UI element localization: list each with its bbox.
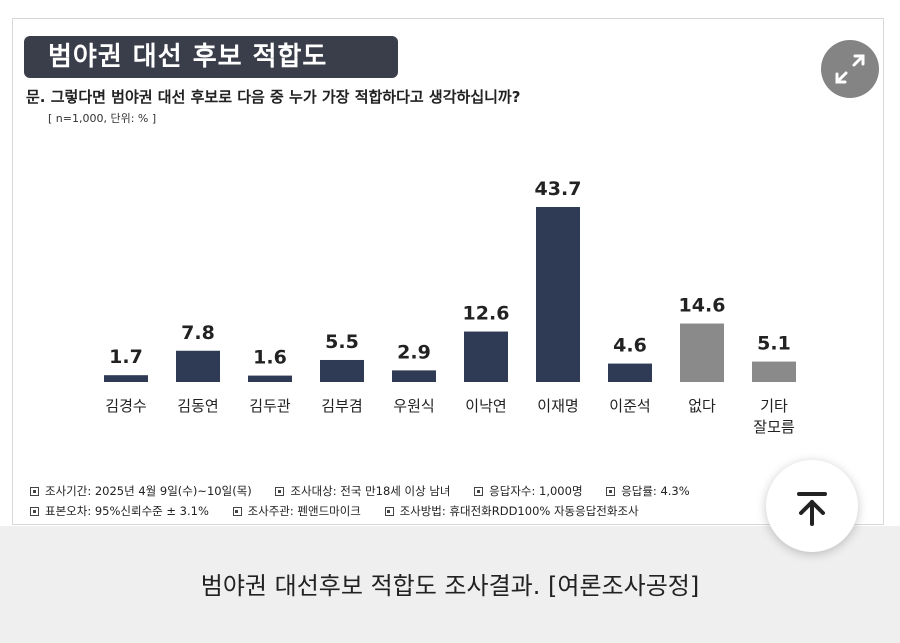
bar — [752, 361, 796, 382]
category-label: 기타 — [760, 397, 788, 415]
bar-chart: 1.7 김경수 7.8 김동연 1.6 김두관 5.5 김부겸 2.9 우원식 12.6 이낙연 43.… — [104, 178, 796, 436]
category-label: 김두관 — [249, 397, 291, 415]
category-label: 김부겸 — [321, 397, 362, 415]
bar-value-label: 2.9 — [397, 341, 431, 363]
bar-value-label: 14.6 — [679, 295, 726, 317]
footer-item: 표본오차: 95%신뢰수준 ± 3.1% — [30, 503, 209, 519]
footer-item: 응답자수: 1,000명 — [474, 483, 583, 499]
bar — [176, 350, 220, 382]
chart-title: 범야권 대선 후보 적합도 — [24, 36, 398, 78]
bar — [464, 331, 508, 382]
bar-value-label: 5.1 — [757, 333, 791, 355]
arrow-up-icon — [797, 492, 827, 526]
sample-info: [ n=1,000, 단위: % ] — [48, 112, 157, 125]
survey-question: 문. 그렇다면 범야권 대선 후보로 다음 중 누가 가장 적합하다고 생각하십… — [26, 88, 521, 106]
footer-item: 조사방법: 휴대전화RDD100% 자동응답전화조사 — [384, 503, 639, 519]
bar-value-label: 4.6 — [613, 335, 647, 357]
expand-icon — [835, 54, 865, 84]
footer-item: 조사대상: 전국 만18세 이상 남녀 — [275, 483, 451, 499]
bar — [104, 375, 148, 382]
category-label: 이낙연 — [465, 397, 506, 415]
bar — [536, 207, 580, 382]
category-label: 김경수 — [105, 397, 146, 415]
category-label: 잘모름 — [753, 418, 795, 436]
scroll-to-top-button[interactable] — [766, 460, 858, 552]
bar — [320, 359, 364, 382]
footer-item: 조사주관: 펜앤드마이크 — [232, 503, 361, 519]
category-label: 김동연 — [177, 397, 218, 415]
image-caption: 범야권 대선후보 적합도 조사결과. [여론조사공정] — [200, 572, 700, 600]
bar — [608, 363, 652, 382]
chart-card — [12, 18, 884, 525]
category-label: 이재명 — [537, 397, 578, 415]
category-label: 우원식 — [393, 397, 434, 415]
bar-value-label: 12.6 — [463, 303, 510, 325]
footer-item: 조사기간: 2025년 4월 9일(수)~10일(목) — [30, 483, 252, 499]
bar — [248, 375, 292, 382]
caption-bar — [0, 526, 900, 643]
footer-row-1: 조사기간: 2025년 4월 9일(수)~10일(목) 조사대상: 전국 만18… — [30, 483, 710, 499]
expand-button[interactable] — [821, 40, 879, 98]
bar-value-label: 43.7 — [535, 178, 582, 200]
bar-value-label: 1.7 — [109, 346, 143, 368]
bar-value-label: 5.5 — [325, 331, 359, 353]
footer-item: 응답률: 4.3% — [606, 483, 690, 499]
footer-row-2: 표본오차: 95%신뢰수준 ± 3.1% 조사주관: 펜앤드마이크 조사방법: … — [30, 503, 659, 519]
category-label: 없다 — [688, 397, 716, 415]
bar-value-label: 7.8 — [181, 322, 215, 344]
bar-value-label: 1.6 — [253, 347, 287, 369]
bar — [680, 323, 724, 382]
category-label: 이준석 — [609, 397, 650, 415]
bar — [392, 370, 436, 382]
